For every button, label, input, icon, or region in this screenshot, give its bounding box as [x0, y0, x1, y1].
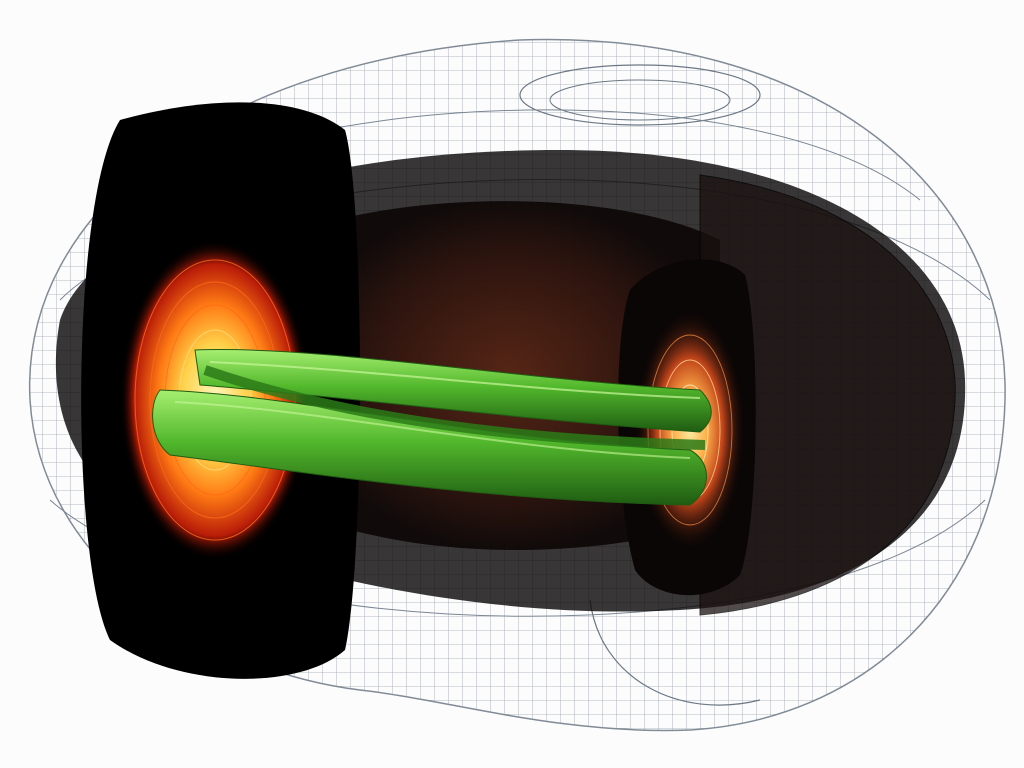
flux-tubes: [152, 349, 712, 506]
